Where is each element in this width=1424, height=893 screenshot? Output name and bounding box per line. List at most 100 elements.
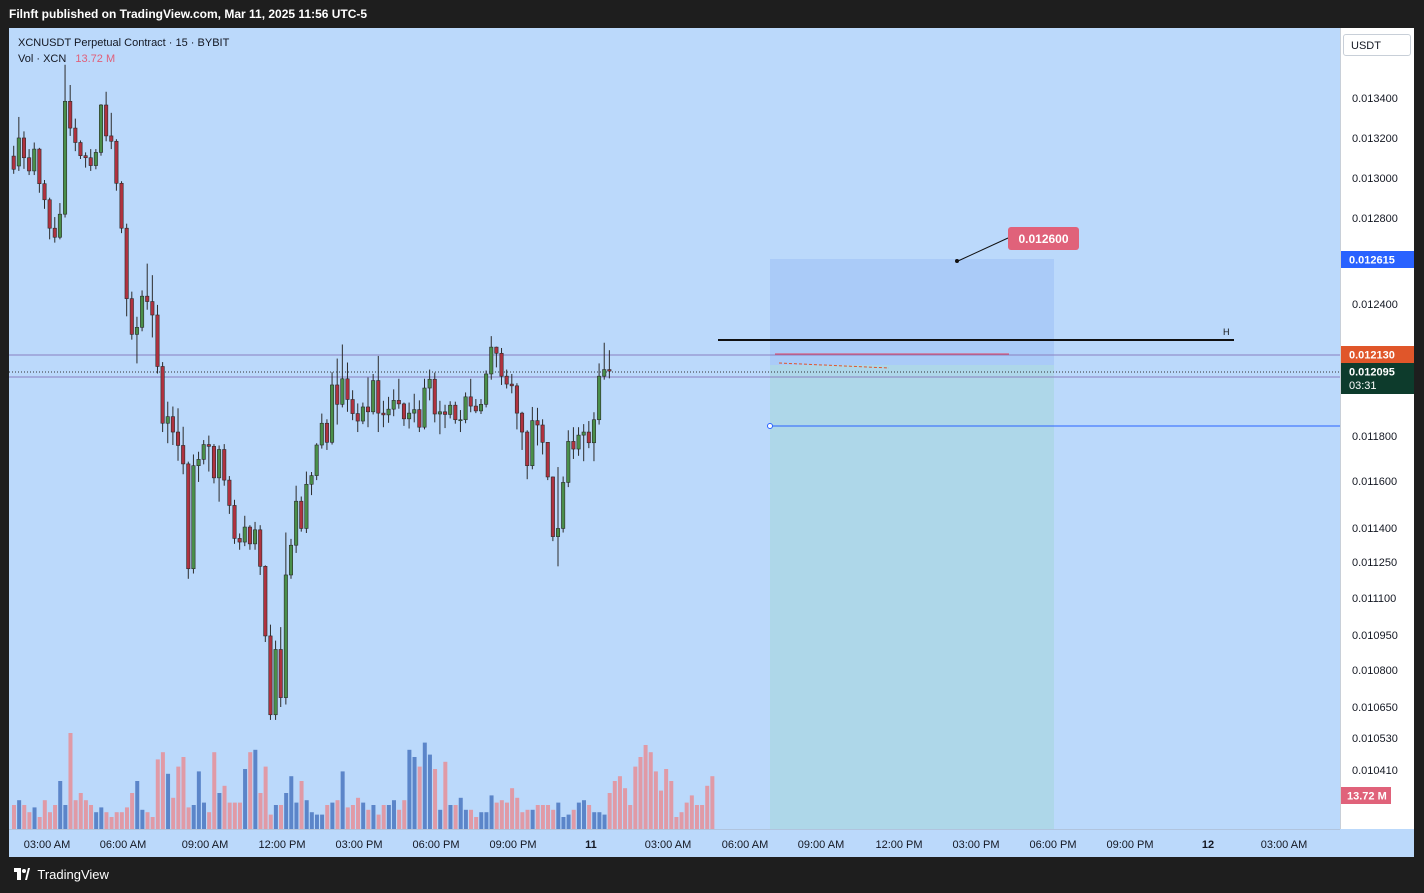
candle[interactable]	[473, 399, 478, 414]
candle[interactable]	[150, 275, 155, 338]
candle[interactable]	[119, 181, 124, 234]
candle[interactable]	[47, 197, 52, 240]
candle[interactable]	[340, 344, 345, 408]
candle[interactable]	[253, 521, 258, 550]
candle[interactable]	[597, 363, 602, 425]
candle[interactable]	[124, 223, 129, 317]
candle[interactable]	[545, 441, 550, 481]
candle[interactable]	[484, 370, 489, 408]
candle[interactable]	[591, 412, 596, 462]
candle[interactable]	[16, 116, 21, 171]
candle[interactable]	[263, 565, 268, 642]
stop-zone[interactable]	[770, 365, 1054, 829]
candle[interactable]	[273, 640, 278, 720]
target-zone[interactable]	[770, 259, 1054, 365]
candle[interactable]	[371, 373, 376, 415]
candle[interactable]	[88, 149, 93, 171]
candle[interactable]	[145, 263, 150, 310]
candle[interactable]	[170, 406, 175, 445]
candle[interactable]	[602, 342, 607, 380]
candle[interactable]	[98, 104, 103, 156]
candle[interactable]	[57, 203, 62, 240]
candle[interactable]	[114, 139, 119, 191]
candle[interactable]	[165, 401, 170, 444]
candle[interactable]	[381, 400, 386, 428]
currency-button[interactable]: USDT	[1343, 34, 1411, 56]
candle[interactable]	[499, 348, 504, 385]
candle[interactable]	[437, 400, 442, 435]
candle[interactable]	[376, 355, 381, 433]
candle[interactable]	[73, 118, 78, 152]
candle[interactable]	[607, 350, 612, 379]
candle[interactable]	[232, 499, 237, 544]
candle[interactable]	[242, 515, 247, 547]
candle[interactable]	[288, 538, 293, 579]
candle[interactable]	[309, 472, 314, 496]
candle[interactable]	[535, 407, 540, 446]
candle[interactable]	[350, 390, 355, 421]
candle[interactable]	[222, 444, 227, 486]
candle[interactable]	[268, 624, 273, 720]
candle[interactable]	[104, 91, 109, 142]
candle[interactable]	[448, 401, 453, 419]
candle[interactable]	[258, 525, 263, 575]
candle[interactable]	[463, 392, 468, 424]
tradingview-logo-icon[interactable]	[14, 858, 30, 893]
candle[interactable]	[391, 389, 396, 417]
candle[interactable]	[63, 64, 68, 218]
candle[interactable]	[412, 393, 417, 423]
candle[interactable]	[386, 396, 391, 423]
candle[interactable]	[314, 443, 319, 481]
candle[interactable]	[396, 378, 401, 409]
candle[interactable]	[355, 403, 360, 433]
time-axis[interactable]: 03:00 AM 06:00 AM 09:00 AM 12:00 PM 03:00 PM…	[9, 829, 1340, 857]
candle[interactable]	[345, 362, 350, 412]
candle[interactable]	[504, 369, 509, 389]
candle[interactable]	[319, 413, 324, 449]
candle[interactable]	[453, 401, 458, 424]
candle[interactable]	[52, 217, 57, 243]
candle[interactable]	[21, 131, 26, 169]
callout-box[interactable]	[1008, 227, 1079, 250]
candle[interactable]	[201, 440, 206, 465]
brand-name[interactable]: TradingView	[37, 867, 109, 882]
candle[interactable]	[68, 85, 73, 136]
candle[interactable]	[196, 451, 201, 482]
chart-frame[interactable]: H 0.012600 XCNUSDT Perpetual Contract · …	[9, 28, 1414, 857]
candle[interactable]	[586, 421, 591, 449]
candle[interactable]	[247, 525, 252, 550]
candle[interactable]	[83, 152, 88, 168]
candle[interactable]	[422, 378, 427, 430]
price-scale[interactable]: 0.013400 0.013200 0.013000 0.012800 0.012400…	[1340, 28, 1414, 829]
candle[interactable]	[525, 430, 530, 480]
candle[interactable]	[304, 471, 309, 533]
price-chart[interactable]: H 0.012600	[9, 28, 1340, 829]
candle[interactable]	[458, 410, 463, 433]
candle[interactable]	[160, 362, 165, 433]
entry-marker-dot[interactable]	[767, 423, 773, 429]
candle[interactable]	[489, 336, 494, 380]
candle[interactable]	[93, 149, 98, 170]
candle[interactable]	[556, 467, 561, 567]
candle[interactable]	[550, 476, 555, 542]
candle[interactable]	[37, 147, 42, 193]
candle[interactable]	[217, 445, 222, 502]
candle[interactable]	[211, 444, 216, 484]
candle[interactable]	[427, 369, 432, 401]
candle[interactable]	[581, 424, 586, 462]
candle[interactable]	[237, 533, 242, 550]
candle[interactable]	[401, 402, 406, 426]
candle[interactable]	[27, 149, 32, 176]
candle[interactable]	[335, 358, 340, 425]
candle[interactable]	[330, 372, 335, 445]
candle[interactable]	[540, 419, 545, 455]
candle[interactable]	[514, 383, 519, 430]
candle[interactable]	[78, 140, 83, 159]
candle[interactable]	[42, 179, 47, 209]
symbol-line[interactable]: XCNUSDT Perpetual Contract · 15 · BYBIT	[18, 37, 230, 49]
candle[interactable]	[32, 142, 37, 176]
candle[interactable]	[360, 402, 365, 425]
candle[interactable]	[324, 419, 329, 450]
candle[interactable]	[366, 377, 371, 428]
candle[interactable]	[417, 400, 422, 433]
